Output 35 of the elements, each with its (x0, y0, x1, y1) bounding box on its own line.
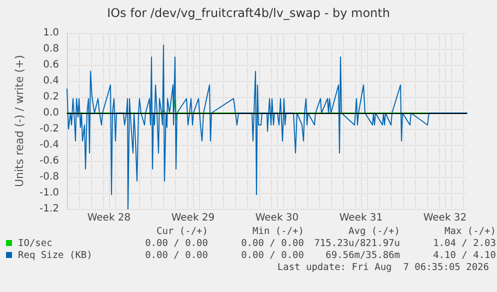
text: Max (-/+) (444, 226, 496, 238)
y-tick-label: 0.8 (43, 44, 59, 54)
x-tick-label: Week 32 (423, 212, 467, 224)
text: Last update: Fri Aug 7 06:35:05 2026 (276, 262, 490, 274)
y-tick-label: 0.6 (43, 60, 59, 70)
text: 0.00 / 0.00 (144, 238, 208, 250)
text: Min (-/+) (252, 226, 304, 238)
legend-label: Req Size (KB) (17, 250, 94, 262)
x-tick-label: Week 29 (171, 212, 215, 224)
line-series (66, 44, 468, 210)
y-tick-label: -1.2 (39, 204, 59, 214)
text: 69.56m/35.86m (324, 250, 400, 262)
y-tick-label: -1.0 (39, 188, 59, 198)
y-tick-label: -0.2 (39, 124, 59, 134)
x-tick-label: Week 28 (87, 212, 131, 224)
text: Cur (-/+) (156, 226, 208, 238)
y-axis-title: Units read (-) / write (+) (13, 54, 26, 188)
y-tick-label: 0.4 (43, 76, 59, 86)
y-tick-label: -0.8 (39, 172, 59, 182)
text: 0.00 / 0.00 (144, 250, 208, 262)
y-tick-label: 1.0 (43, 28, 59, 38)
legend-label: IO/sec (17, 238, 54, 250)
chart-title: IOs for /dev/vg_fruitcraft4b/lv_swap - by month (107, 6, 390, 20)
text: 715.23u/821.97u (313, 238, 400, 250)
y-tick-label: -0.4 (39, 140, 59, 150)
y-tick-label: 0.2 (43, 92, 59, 102)
text: Avg (-/+) (348, 226, 400, 238)
x-tick-label: Week 30 (255, 212, 299, 224)
text: 1.04 / 2.03 (432, 238, 496, 250)
x-tick-label: Week 31 (339, 212, 383, 224)
text: 0.00 / 0.00 (240, 238, 304, 250)
y-tick-label: 0.0 (43, 108, 59, 118)
text: 0.00 / 0.00 (240, 250, 304, 262)
text: 4.10 / 4.10 (432, 250, 496, 262)
y-tick-label: -0.6 (39, 156, 59, 166)
